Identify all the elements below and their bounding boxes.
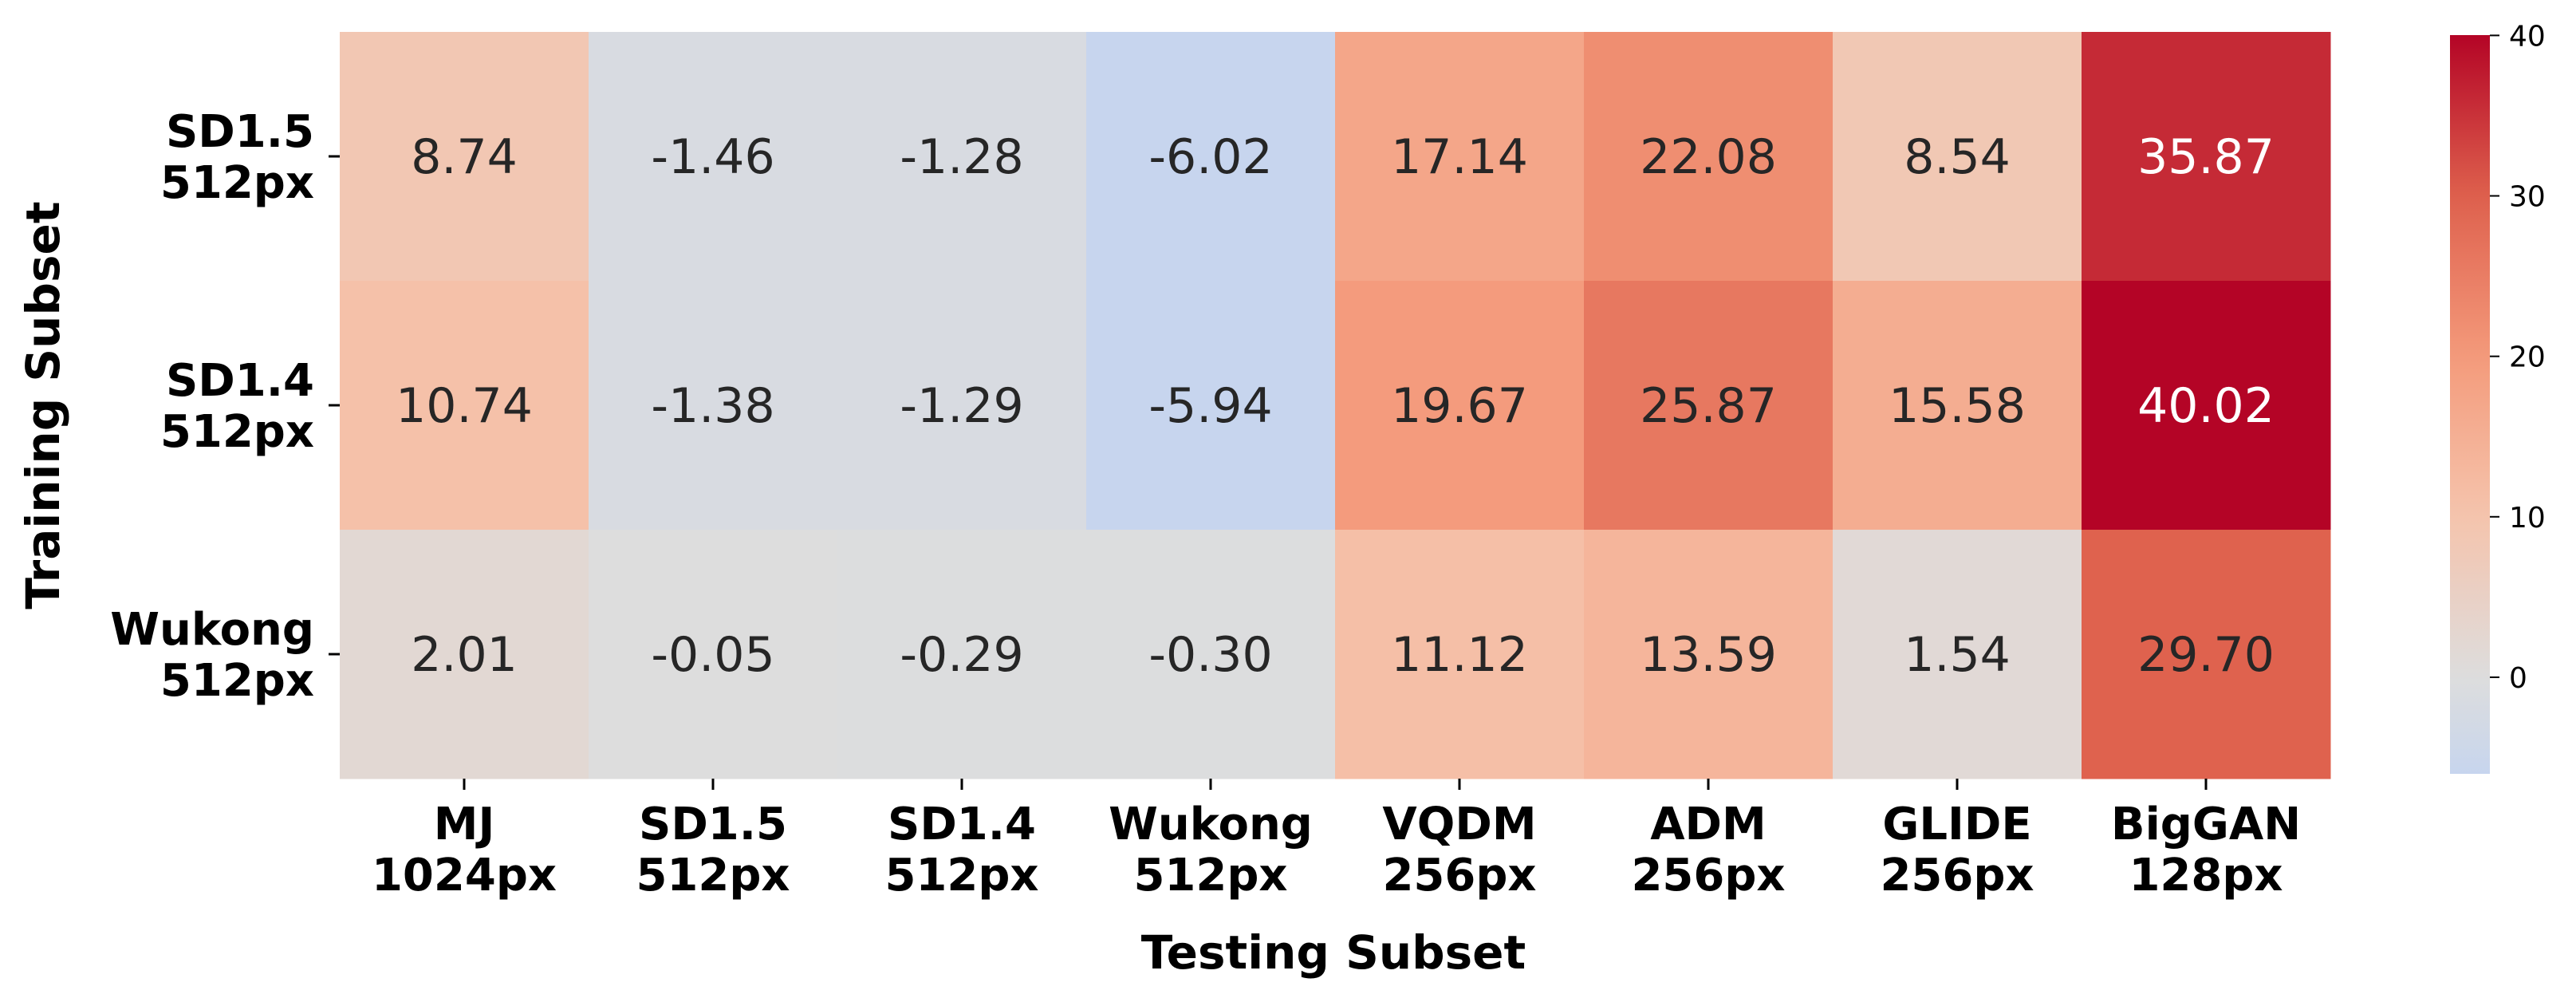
- x-tick-label: SD1.5 512px: [636, 799, 790, 901]
- cell-value-label: 29.70: [2137, 627, 2275, 683]
- cell-value-label: 15.58: [1889, 378, 2026, 434]
- heatmap-cell: [589, 530, 838, 779]
- heatmap-cell: [1584, 530, 1834, 779]
- cell-value-label: 10.74: [396, 378, 533, 434]
- y-tick-label: Wukong 512px: [110, 604, 314, 707]
- heatmap-cell: [589, 32, 838, 282]
- x-tick-label: VQDM 256px: [1382, 799, 1536, 901]
- cell-value-label: -0.05: [651, 627, 774, 683]
- heatmap-cell: [1086, 281, 1336, 531]
- cell-value-label: -0.30: [1148, 627, 1272, 683]
- cell-value-label: 22.08: [1640, 129, 1777, 185]
- heatmap-cell: [340, 32, 589, 282]
- x-tick-label: Wukong 512px: [1109, 799, 1313, 901]
- heatmap-cell: [1833, 530, 2082, 779]
- heatmap-cell: [837, 281, 1087, 531]
- x-tick-label: BigGAN 128px: [2111, 799, 2301, 901]
- cell-value-label: 35.87: [2137, 129, 2275, 185]
- colorbar-tick-label: 0: [2509, 662, 2527, 695]
- cell-value-label: 13.59: [1640, 627, 1777, 683]
- cell-value-label: 25.87: [1640, 378, 1777, 434]
- cell-value-label: 40.02: [2137, 378, 2275, 434]
- cell-value-label: -5.94: [1148, 378, 1272, 434]
- cell-value-label: -1.46: [651, 129, 774, 185]
- colorbar-tick-label: 30: [2509, 181, 2546, 214]
- heatmap-cell: [1335, 32, 1585, 282]
- colorbar-tick-label: 10: [2509, 502, 2546, 535]
- colorbar-ticks: 0 10 20 30 40: [2490, 20, 2546, 695]
- x-axis-label: Testing Subset: [1141, 925, 1526, 980]
- heatmap-cell: [589, 281, 838, 531]
- x-tick-label: SD1.4 512px: [884, 799, 1038, 901]
- cell-value-label: -6.02: [1148, 129, 1272, 185]
- cell-value-label: 11.12: [1391, 627, 1528, 683]
- heatmap-cell: [1833, 32, 2082, 282]
- heatmap-cell: [1086, 530, 1336, 779]
- heatmap-cell: [837, 530, 1087, 779]
- heatmap-cell: [2082, 530, 2331, 779]
- colorbar-tick-label: 20: [2509, 341, 2546, 374]
- heatmap-cell: [1584, 32, 1834, 282]
- cell-value-label: 8.74: [411, 129, 518, 185]
- heatmap-cell: [1086, 32, 1336, 282]
- x-tick-label: ADM 256px: [1631, 799, 1785, 901]
- x-tick-label: MJ 1024px: [372, 799, 557, 901]
- heatmap-cell: [837, 32, 1087, 282]
- heatmap-cell: [1335, 530, 1585, 779]
- cell-value-label: -1.38: [651, 378, 774, 434]
- cell-value-label: -1.28: [900, 129, 1023, 185]
- y-axis-ticks: SD1.5 512px SD1.4 512px Wukong 512px: [110, 106, 340, 707]
- cell-value-label: 17.14: [1391, 129, 1528, 185]
- x-tick-label: GLIDE 256px: [1880, 799, 2034, 901]
- y-tick-label: SD1.4 512px: [160, 355, 314, 458]
- y-tick-label: SD1.5 512px: [160, 106, 314, 209]
- heatmap-cell: [1833, 281, 2082, 531]
- heatmap-cells: 8.74 -1.46 -1.28 -6.02 17.14 22.08 8.54 35.87 10…: [340, 32, 2331, 779]
- cell-value-label: 2.01: [411, 627, 518, 683]
- colorbar-tick-label: 40: [2509, 20, 2546, 53]
- heatmap-cell: [2082, 281, 2331, 531]
- heatmap-cell: [1335, 281, 1585, 531]
- cell-value-label: -1.29: [900, 378, 1023, 434]
- cell-value-label: -0.29: [900, 627, 1023, 683]
- cell-value-label: 8.54: [1904, 129, 2011, 185]
- colorbar: [2450, 35, 2490, 774]
- y-axis-label: Training Subset: [16, 201, 70, 609]
- heatmap-cell: [340, 281, 589, 531]
- heatmap-cell: [1584, 281, 1834, 531]
- cell-value-label: 19.67: [1391, 378, 1528, 434]
- x-axis-ticks: MJ 1024px SD1.5 512px SD1.4 512px Wukong 512px V…: [372, 779, 2301, 901]
- heatmap-cell: [2082, 32, 2331, 282]
- cell-value-label: 1.54: [1904, 627, 2011, 683]
- heatmap-cell: [340, 530, 589, 779]
